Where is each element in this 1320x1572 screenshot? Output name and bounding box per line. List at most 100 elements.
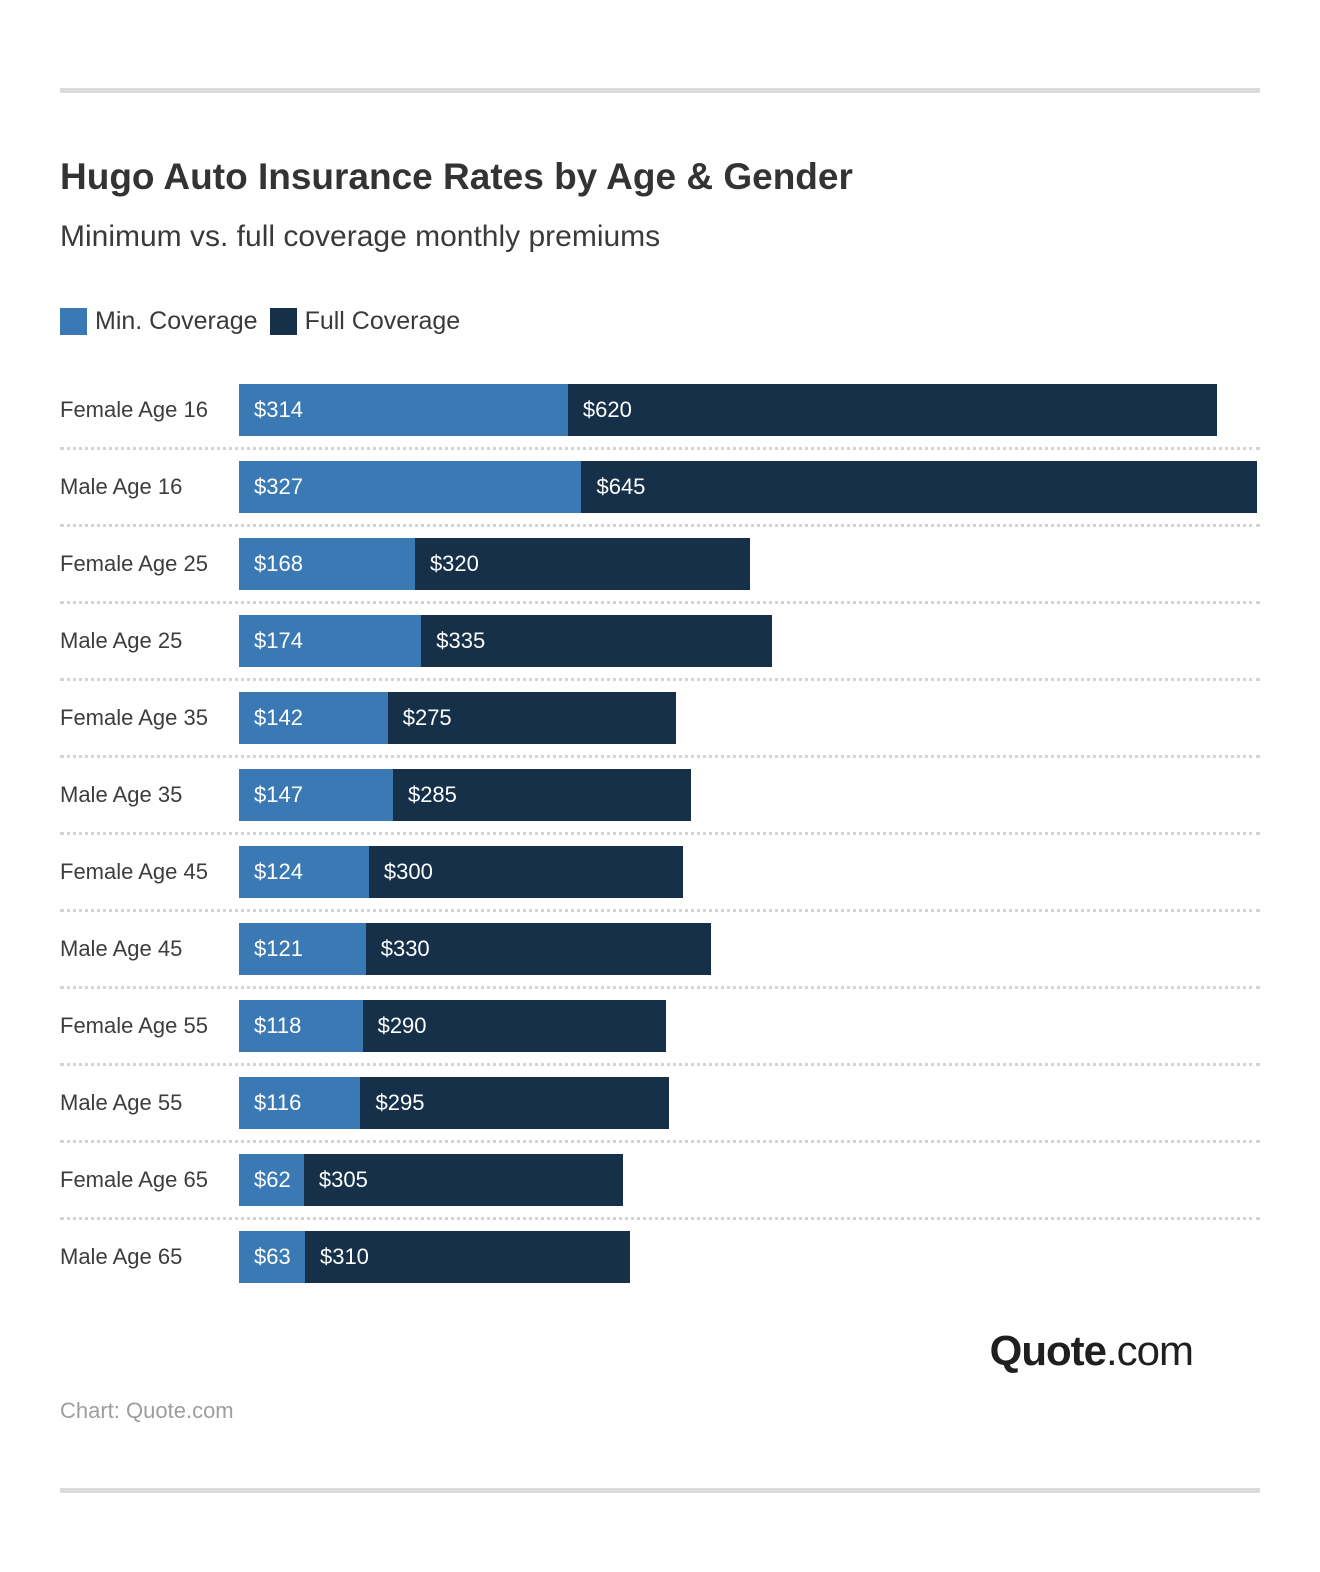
category-label: Male Age 65: [60, 1244, 183, 1269]
full-coverage-bar: $320: [414, 538, 751, 590]
min-coverage-value-label: $174: [254, 628, 303, 653]
chart-row: Male Age 25 $174 $335: [60, 615, 1260, 681]
chart-row: Male Age 35 $147 $285: [60, 769, 1260, 835]
bar-area: $147 $285: [239, 769, 1260, 821]
category-label: Female Age 35: [60, 705, 208, 730]
bar-area: $314 $620: [239, 384, 1260, 436]
bar-area: $174 $335: [239, 615, 1260, 667]
min-coverage-value-label: $118: [254, 1013, 302, 1038]
min-coverage-bar: $147: [239, 769, 393, 821]
category-label: Female Age 65: [60, 1167, 208, 1192]
legend-label-full-coverage: Full Coverage: [304, 307, 461, 335]
min-coverage-bar: $174: [239, 615, 422, 667]
chart-row: Female Age 16 $314 $620: [60, 384, 1260, 450]
legend-item-min-coverage: Min. Coverage: [60, 308, 258, 335]
min-coverage-bar: $118: [239, 1000, 363, 1052]
full-coverage-value-label: $320: [429, 551, 479, 576]
chart-row: Male Age 16 $327 $645: [60, 461, 1260, 527]
page-title: Hugo Auto Insurance Rates by Age & Gende…: [60, 156, 853, 197]
full-coverage-value-label: $285: [407, 782, 457, 807]
category-label: Male Age 25: [60, 628, 183, 653]
bar-area: $63 $310: [239, 1231, 1260, 1283]
full-coverage-value-label: $295: [375, 1090, 425, 1115]
min-coverage-bar: $168: [239, 538, 415, 590]
full-coverage-swatch-icon: [269, 308, 297, 335]
min-coverage-swatch-icon: [60, 308, 87, 335]
legend: Min. Coverage Full Coverage: [60, 308, 472, 335]
quote-logo-suffix-text: .com: [1105, 1327, 1194, 1374]
quote-logo: Quote.com: [989, 1327, 1194, 1374]
full-coverage-bar: $645: [581, 461, 1257, 513]
min-coverage-value-label: $63: [254, 1244, 291, 1269]
chart-row: Female Age 45 $124 $300: [60, 846, 1260, 912]
min-coverage-bar: $121: [239, 923, 366, 975]
min-coverage-bar: $314: [239, 384, 568, 436]
full-coverage-value-label: $310: [319, 1244, 369, 1269]
bar-area: $116 $295: [239, 1077, 1260, 1129]
full-coverage-value-label: $305: [318, 1167, 368, 1192]
top-divider: [60, 88, 1260, 93]
full-coverage-bar: $620: [567, 384, 1218, 436]
category-label: Female Age 16: [60, 397, 208, 422]
legend-item-full-coverage: Full Coverage: [269, 307, 461, 335]
full-coverage-value-label: $300: [383, 859, 433, 884]
full-coverage-value-label: $275: [402, 705, 452, 730]
full-coverage-bar: $330: [365, 923, 712, 975]
min-coverage-value-label: $327: [254, 474, 303, 499]
bar-area: $118 $290: [239, 1000, 1260, 1052]
category-label: Male Age 45: [60, 936, 183, 961]
full-coverage-bar: $275: [387, 692, 676, 744]
full-coverage-value-label: $335: [436, 628, 486, 653]
min-coverage-value-label: $124: [254, 859, 303, 884]
min-coverage-bar: $327: [239, 461, 582, 513]
full-coverage-bar: $285: [392, 769, 692, 821]
min-coverage-value-label: $314: [254, 397, 303, 422]
min-coverage-bar: $62: [239, 1154, 304, 1206]
min-coverage-bar: $116: [239, 1077, 361, 1129]
quote-logo-bold-text: Quote: [989, 1327, 1107, 1374]
category-label: Male Age 55: [60, 1090, 183, 1115]
chart-row: Male Age 45 $121 $330: [60, 923, 1260, 989]
bar-area: $124 $300: [239, 846, 1260, 898]
full-coverage-value-label: $290: [377, 1013, 427, 1038]
chart-row: Female Age 65 $62 $305: [60, 1154, 1260, 1220]
bar-area: $62 $305: [239, 1154, 1260, 1206]
legend-label-min-coverage: Min. Coverage: [95, 307, 258, 335]
full-coverage-value-label: $645: [596, 474, 646, 499]
chart-subtitle: Minimum vs. full coverage monthly premiu…: [60, 220, 661, 253]
chart-row: Male Age 55 $116 $295: [60, 1077, 1260, 1143]
min-coverage-value-label: $147: [254, 782, 303, 807]
full-coverage-bar: $305: [303, 1154, 624, 1206]
bar-chart: Female Age 16 $314 $620 Male Age 16 $327 $645…: [60, 384, 1260, 1283]
min-coverage-value-label: $62: [254, 1167, 291, 1192]
category-label: Female Age 55: [60, 1013, 208, 1038]
chart-row: Female Age 55 $118 $290: [60, 1000, 1260, 1066]
category-label: Female Age 25: [60, 551, 208, 576]
chart-credit: Chart: Quote.com: [60, 1398, 234, 1423]
bar-area: $327 $645: [239, 461, 1260, 513]
min-coverage-bar: $142: [239, 692, 388, 744]
full-coverage-value-label: $620: [582, 397, 632, 422]
full-coverage-bar: $335: [421, 615, 773, 667]
chart-row: Male Age 65 $63 $310: [60, 1231, 1260, 1283]
chart-row: Female Age 25 $168 $320: [60, 538, 1260, 604]
full-coverage-bar: $290: [362, 1000, 667, 1052]
min-coverage-bar: $63: [239, 1231, 305, 1283]
category-label: Female Age 45: [60, 859, 208, 884]
bottom-divider: [60, 1488, 1260, 1493]
min-coverage-value-label: $168: [254, 551, 303, 576]
full-coverage-bar: $310: [304, 1231, 630, 1283]
min-coverage-value-label: $121: [254, 936, 303, 961]
bar-area: $168 $320: [239, 538, 1260, 590]
chart-row: Female Age 35 $142 $275: [60, 692, 1260, 758]
min-coverage-value-label: $142: [254, 705, 303, 730]
min-coverage-bar: $124: [239, 846, 369, 898]
category-label: Male Age 16: [60, 474, 183, 499]
full-coverage-bar: $295: [360, 1077, 670, 1129]
category-label: Male Age 35: [60, 782, 183, 807]
full-coverage-value-label: $330: [380, 936, 430, 961]
bar-area: $142 $275: [239, 692, 1260, 744]
bar-area: $121 $330: [239, 923, 1260, 975]
min-coverage-value-label: $116: [254, 1090, 302, 1115]
